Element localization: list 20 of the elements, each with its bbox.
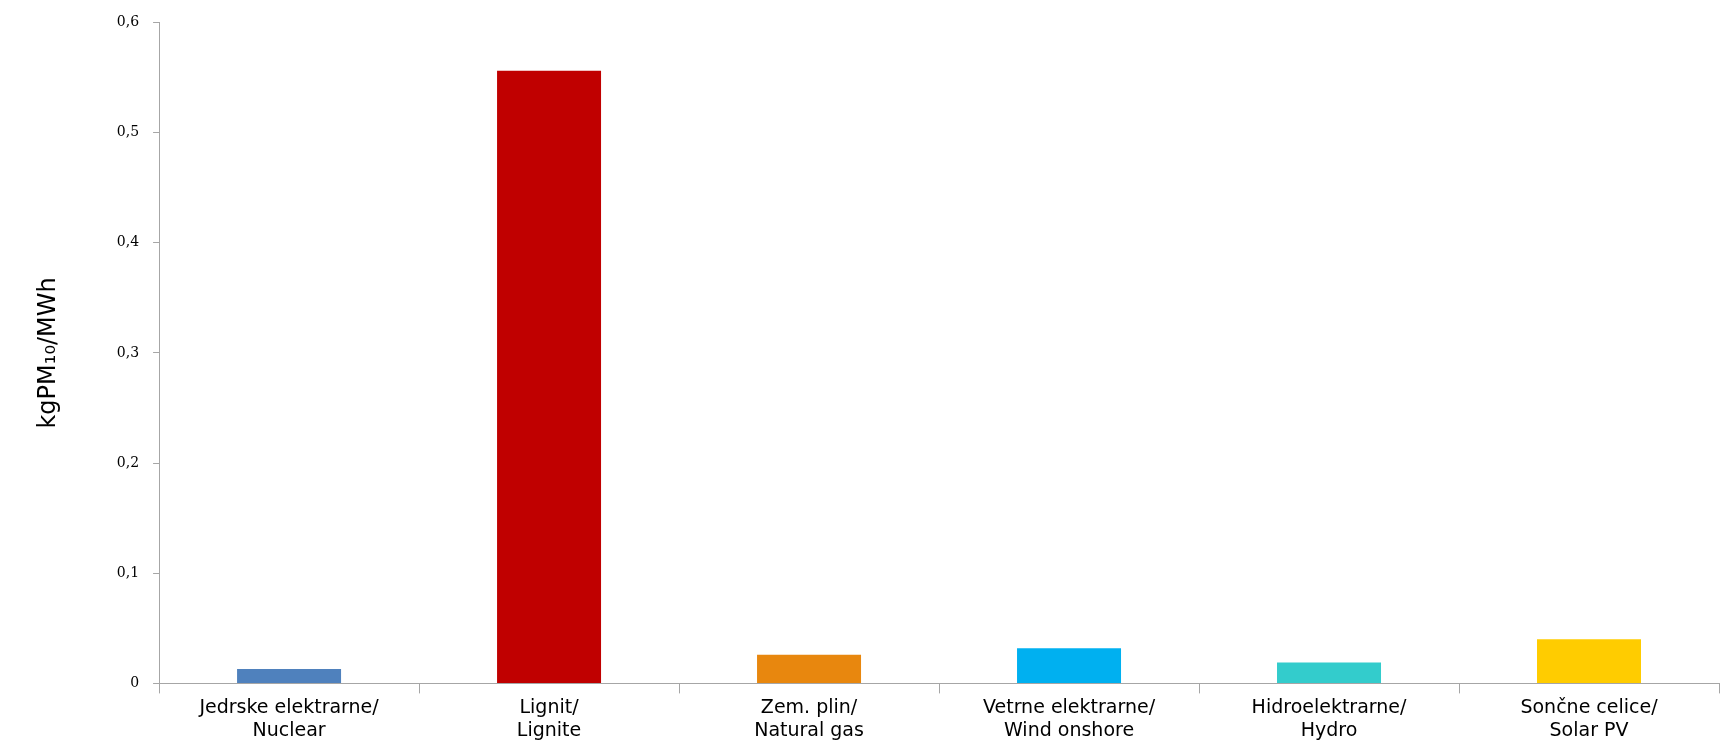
x-tick-label: Vetrne elektrarne/ Wind onshore: [982, 694, 1156, 740]
y-axis-title: kgPM₁₀/MWh: [32, 277, 61, 429]
x-tick-label: Sončne celice/ Solar PV: [1520, 694, 1659, 740]
bar: [757, 654, 862, 683]
x-tick-label: Zem. plin/ Natural gas: [754, 694, 864, 740]
x-tick-label: Hidroelektrarne/ Hydro: [1251, 694, 1408, 740]
bar: [1017, 648, 1122, 683]
bar: [497, 70, 602, 683]
y-tick-label: 0,1: [116, 563, 140, 580]
y-tick-label: 0: [130, 674, 140, 691]
bar: [237, 669, 342, 683]
y-tick-label: 0,5: [116, 123, 140, 140]
bar: [1277, 662, 1382, 683]
y-tick-label: 0,6: [116, 13, 140, 30]
x-tick-label: Jedrske elektrarne/ Nuclear: [198, 694, 380, 740]
bar: [1537, 639, 1641, 683]
x-tick-label: Lignit/ Lignite: [516, 694, 582, 740]
y-tick-label: 0,4: [116, 233, 140, 250]
y-tick-label: 0,3: [116, 343, 140, 360]
y-tick-label: 0,2: [116, 453, 140, 470]
